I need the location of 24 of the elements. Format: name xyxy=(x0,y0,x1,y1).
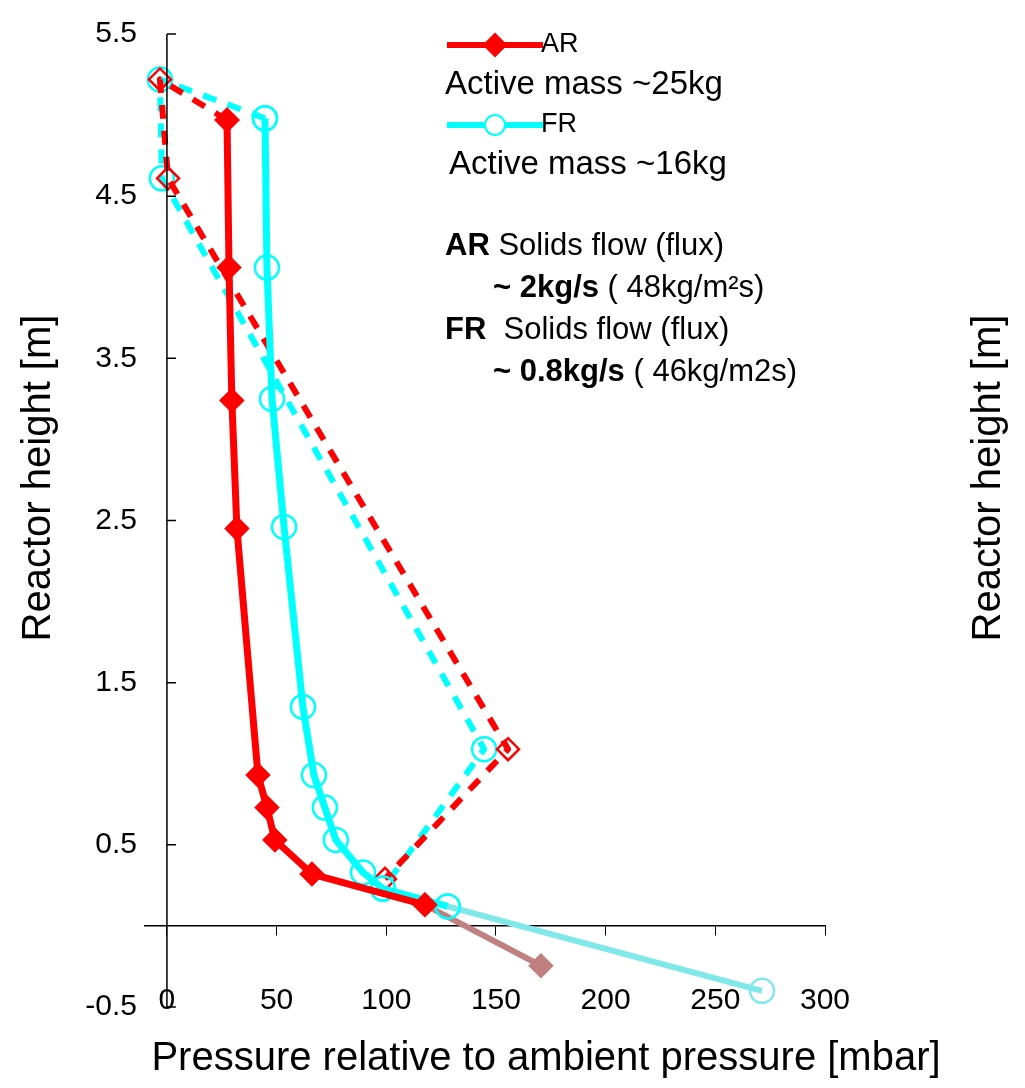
y-tick-label: 2.5 xyxy=(95,501,137,535)
legend-label: AR xyxy=(541,28,579,58)
annotation: ~ 0.8kg/s ( 46kg/m2s) xyxy=(493,353,798,388)
annotation: Active mass ~25kg xyxy=(445,63,724,103)
annotation: FR Solids flow (flux) xyxy=(445,311,730,346)
x-tick-label: 300 xyxy=(799,982,851,1016)
y-tick-label: 5.5 xyxy=(95,15,137,49)
annotation: ~ 2kg/s ( 48kg/m²s) xyxy=(493,269,765,304)
y-tick-label: 0.5 xyxy=(95,826,137,860)
x-tick-label: 150 xyxy=(470,982,521,1016)
x-tick-label: 100 xyxy=(361,982,412,1016)
annotation: Active mass ~16kg xyxy=(449,143,728,183)
y2-axis-title: Reactor height [m] xyxy=(963,314,1009,642)
legend-label: FR xyxy=(541,108,577,138)
y-tick-label: 4.5 xyxy=(95,177,137,211)
annotation: AR Solids flow (flux) xyxy=(445,227,725,262)
x-tick-label: 50 xyxy=(259,982,294,1016)
x-tick-label: 250 xyxy=(690,982,741,1016)
x-tick-label: 200 xyxy=(580,982,631,1016)
y-axis-title: Reactor height [m] xyxy=(13,314,59,642)
y-tick-label: 1.5 xyxy=(95,663,137,697)
x-axis-title: Pressure relative to ambient pressure [mbar] xyxy=(151,1034,941,1079)
y-tick-label: 3.5 xyxy=(95,339,137,373)
y-tick-label: -0.5 xyxy=(85,988,137,1022)
